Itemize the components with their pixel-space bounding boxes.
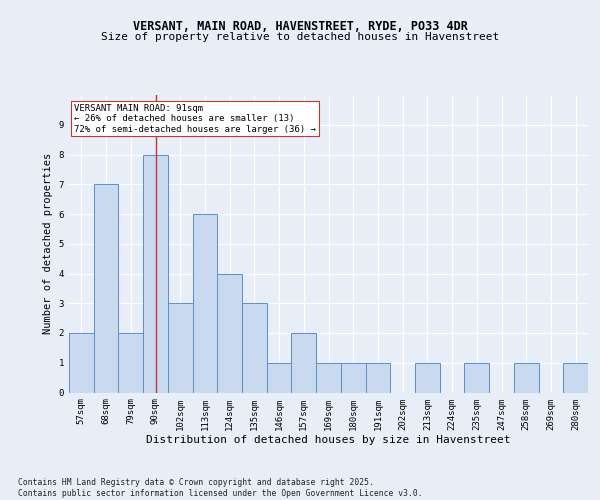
Bar [365,363,390,392]
Text: Size of property relative to detached houses in Havenstreet: Size of property relative to detached ho… [101,32,499,42]
Bar [292,333,316,392]
Text: VERSANT, MAIN ROAD, HAVENSTREET, RYDE, PO33 4DR: VERSANT, MAIN ROAD, HAVENSTREET, RYDE, P… [133,20,467,33]
Bar [193,214,217,392]
Bar [143,154,168,392]
Text: VERSANT MAIN ROAD: 91sqm
← 26% of detached houses are smaller (13)
72% of semi-d: VERSANT MAIN ROAD: 91sqm ← 26% of detach… [74,104,316,134]
Bar [168,303,193,392]
Y-axis label: Number of detached properties: Number of detached properties [43,153,53,334]
Text: Contains HM Land Registry data © Crown copyright and database right 2025.
Contai: Contains HM Land Registry data © Crown c… [18,478,422,498]
Bar [415,363,440,392]
Bar [118,333,143,392]
Bar [563,363,588,392]
Bar [94,184,118,392]
Bar [464,363,489,392]
Bar [69,333,94,392]
Bar [514,363,539,392]
Bar [341,363,365,392]
Bar [267,363,292,392]
Bar [242,303,267,392]
Bar [316,363,341,392]
Bar [217,274,242,392]
X-axis label: Distribution of detached houses by size in Havenstreet: Distribution of detached houses by size … [146,435,511,445]
